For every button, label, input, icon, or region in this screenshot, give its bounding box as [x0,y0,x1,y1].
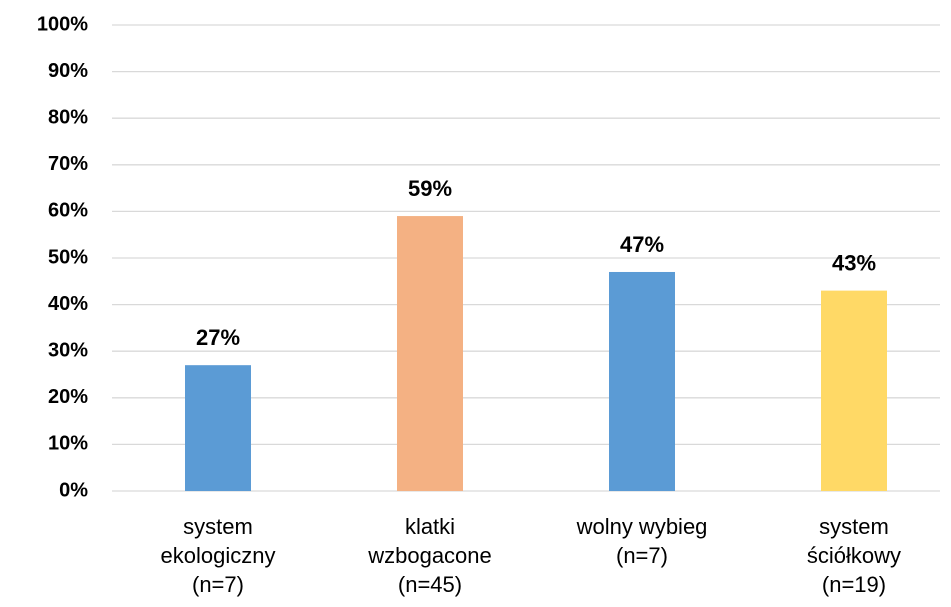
bar [185,365,251,491]
x-tick-label: system ściółkowy (n=19) [806,514,902,597]
y-tick-label: 0% [59,479,88,501]
x-tick-label: wolny wybieg (n=7) [576,514,708,568]
value-label: 27% [196,325,240,350]
y-tick-label: 30% [48,339,88,361]
bar [397,216,463,491]
bar [609,271,675,491]
y-tick-label: 20% [48,386,88,408]
y-tick-label: 10% [48,433,88,455]
y-tick-label: 90% [48,60,88,82]
x-tick-label: system ekologiczny (n=7) [160,514,276,597]
y-tick-label: 40% [48,293,88,315]
x-tick-label: klatki wzbogacone (n=45) [368,514,492,597]
value-label: 47% [620,232,664,257]
y-tick-label: 100% [37,13,88,35]
y-tick-label: 50% [48,246,88,268]
value-label: 59% [408,176,452,201]
y-tick-label: 70% [48,153,88,175]
value-label: 43% [832,250,876,275]
y-tick-label: 60% [48,200,88,222]
bar [821,290,887,491]
y-tick-label: 80% [48,106,88,128]
